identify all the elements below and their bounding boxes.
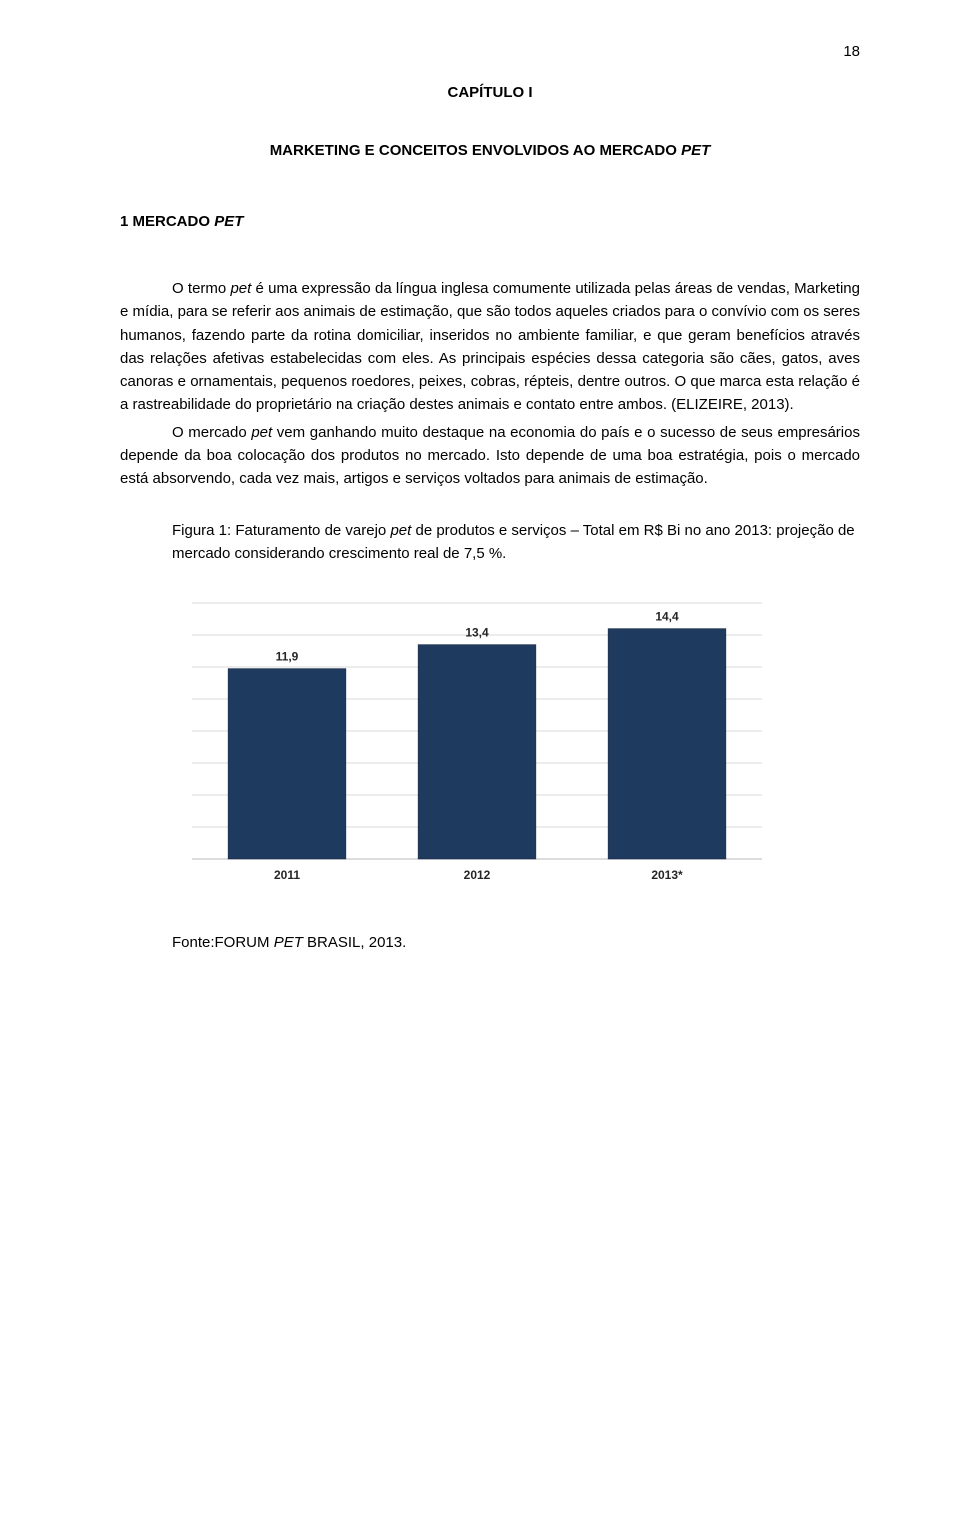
chapter-heading: CAPÍTULO I — [120, 81, 860, 104]
p1-text-b: é uma expressão da língua inglesa comume… — [120, 280, 860, 413]
svg-text:14,4: 14,4 — [655, 610, 679, 624]
p1-italic: pet — [230, 280, 251, 297]
page-number: 18 — [120, 40, 860, 63]
p1-text-a: O termo — [172, 280, 230, 297]
paragraph-2: O mercado pet vem ganhando muito destaqu… — [120, 421, 860, 491]
paragraph-1: O termo pet é uma expressão da língua in… — [120, 277, 860, 417]
figure-caption: Figura 1: Faturamento de varejo pet de p… — [172, 520, 860, 565]
figure-source: Fonte:FORUM PET BRASIL, 2013. — [172, 931, 860, 954]
bar-chart-svg: 11,9 2011 13,4 2012 14,4 2013* — [172, 579, 772, 889]
bar-chart: 11,9 2011 13,4 2012 14,4 2013* — [172, 579, 860, 889]
svg-text:2012: 2012 — [464, 868, 491, 882]
svg-text:13,4: 13,4 — [465, 626, 489, 640]
svg-text:11,9: 11,9 — [276, 650, 299, 664]
section-heading-italic: PET — [214, 213, 243, 230]
section-heading-text: 1 MERCADO — [120, 213, 214, 230]
svg-text:2013*: 2013* — [651, 868, 683, 882]
p2-text-a: O mercado — [172, 424, 251, 441]
section-heading: 1 MERCADO PET — [120, 210, 860, 233]
figcap-a: Figura 1: Faturamento de varejo — [172, 522, 390, 539]
source-a: Fonte:FORUM — [172, 934, 274, 951]
svg-text:2011: 2011 — [274, 868, 300, 882]
figcap-italic: pet — [390, 522, 411, 539]
source-b: BRASIL, 2013. — [303, 934, 406, 951]
p2-italic: pet — [251, 424, 272, 441]
chapter-subtitle: MARKETING E CONCEITOS ENVOLVIDOS AO MERC… — [120, 139, 860, 162]
body-text: O termo pet é uma expressão da língua in… — [120, 277, 860, 490]
subtitle-text: MARKETING E CONCEITOS ENVOLVIDOS AO MERC… — [270, 142, 681, 159]
source-italic: PET — [274, 934, 303, 951]
subtitle-italic: PET — [681, 142, 710, 159]
